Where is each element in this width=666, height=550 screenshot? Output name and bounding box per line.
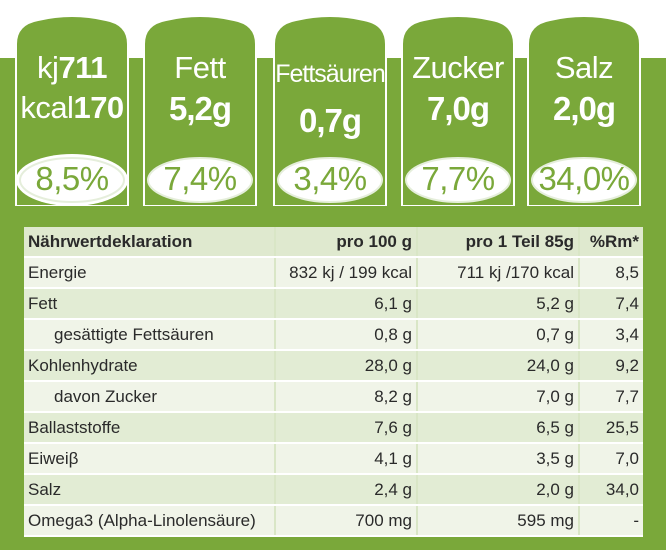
value-rm: 7,7 — [579, 381, 643, 413]
value-per-portion: 2,0 g — [417, 474, 580, 506]
saturates-label: Fettsäuren — [275, 60, 386, 88]
value-per-100g: 8,2 g — [275, 381, 418, 413]
value-rm: 7,4 — [579, 288, 643, 320]
header-per-portion: pro 1 Teil 85g — [417, 227, 580, 258]
salt-value: 2,0g — [552, 90, 616, 127]
value-per-100g: 7,6 g — [275, 412, 418, 444]
saturates-value: 0,7g — [298, 102, 362, 139]
fat-label: Fett — [174, 50, 226, 85]
energy-percent: 8,5% — [35, 160, 109, 197]
value-rm: 8,5 — [579, 257, 643, 289]
sugar-value: 7,0g — [426, 90, 490, 127]
nutrient-label: Kohlenhydrate — [24, 350, 276, 382]
value-per-portion: 711 kj /170 kcal — [417, 257, 580, 289]
energy-kj: kj711 — [37, 50, 107, 85]
value-per-portion: 0,7 g — [417, 319, 580, 351]
value-per-100g: 700 mg — [275, 505, 418, 537]
value-rm: 3,4 — [579, 319, 643, 351]
table-row: Ballaststoffe 7,6 g 6,5 g 25,5 — [24, 412, 643, 444]
nutrition-table-panel: Nährwertdeklaration pro 100 g pro 1 Teil… — [24, 227, 643, 537]
gda-badge-fat: Fett 5,2g 7,4% — [136, 10, 264, 206]
value-per-portion: 3,5 g — [417, 443, 580, 475]
badge-shape — [273, 15, 387, 206]
header-declaration: Nährwertdeklaration — [24, 227, 276, 258]
badge-shape — [15, 15, 129, 206]
gda-badge-energy: kj711 kcal170 8,5% — [8, 10, 136, 206]
table-row: Salz 2,4 g 2,0 g 34,0 — [24, 474, 643, 506]
fat-percent: 7,4% — [163, 160, 237, 197]
table-row: davon Zucker 8,2 g 7,0 g 7,7 — [24, 381, 643, 413]
nutrient-label: davon Zucker — [24, 381, 276, 413]
nutrient-label: Ballaststoffe — [24, 412, 276, 444]
fat-value: 5,2g — [168, 90, 232, 127]
sugar-percent: 7,7% — [421, 160, 495, 197]
value-rm: 9,2 — [579, 350, 643, 382]
table-header-row: Nährwertdeklaration pro 100 g pro 1 Teil… — [24, 227, 643, 258]
header-per-100g: pro 100 g — [275, 227, 418, 258]
badge-shape — [527, 15, 641, 206]
table-row: Omega3 (Alpha-Linolensäure) 700 mg 595 mg - — [24, 505, 643, 537]
value-per-portion: 24,0 g — [417, 350, 580, 382]
nutrient-label: gesättigte Fettsäuren — [24, 319, 276, 351]
value-per-portion: 5,2 g — [417, 288, 580, 320]
nutrient-label: Salz — [24, 474, 276, 506]
energy-kcal: kcal170 — [20, 90, 124, 125]
table-row: Energie 832 kj / 199 kcal 711 kj /170 kcal… — [24, 257, 643, 289]
nutrient-label: Fett — [24, 288, 276, 320]
badge-shape — [401, 15, 515, 206]
value-per-portion: 7,0 g — [417, 381, 580, 413]
nutrient-label: Omega3 (Alpha-Linolensäure) — [24, 505, 276, 537]
table-row: Eiweiβ 4,1 g 3,5 g 7,0 — [24, 443, 643, 475]
value-per-100g: 2,4 g — [275, 474, 418, 506]
salt-percent: 34,0% — [538, 160, 630, 197]
value-per-portion: 595 mg — [417, 505, 580, 537]
value-per-100g: 4,1 g — [275, 443, 418, 475]
gda-badge-saturates: Fettsäuren 0,7g 3,4% — [266, 10, 394, 206]
value-per-portion: 6,5 g — [417, 412, 580, 444]
table-row: Fett 6,1 g 5,2 g 7,4 — [24, 288, 643, 320]
header-rm: %Rm* — [579, 227, 643, 258]
nutrient-label: Eiweiβ — [24, 443, 276, 475]
salt-label: Salz — [554, 50, 614, 85]
table-row: Kohlenhydrate 28,0 g 24,0 g 9,2 — [24, 350, 643, 382]
saturates-percent: 3,4% — [293, 160, 367, 197]
value-per-100g: 832 kj / 199 kcal — [275, 257, 418, 289]
gda-badges: kj711 kcal170 8,5% Fett 5,2g 7,4% Fettsä… — [0, 0, 666, 210]
value-rm: - — [579, 505, 643, 537]
nutrition-table: Nährwertdeklaration pro 100 g pro 1 Teil… — [24, 227, 643, 537]
nutrient-label: Energie — [24, 257, 276, 289]
gda-badge-salt: Salz 2,0g 34,0% — [520, 10, 648, 206]
badge-shape — [143, 15, 257, 206]
value-rm: 25,5 — [579, 412, 643, 444]
gda-badge-sugar: Zucker 7,0g 7,7% — [394, 10, 522, 206]
value-rm: 34,0 — [579, 474, 643, 506]
value-rm: 7,0 — [579, 443, 643, 475]
table-row: gesättigte Fettsäuren 0,8 g 0,7 g 3,4 — [24, 319, 643, 351]
value-per-100g: 28,0 g — [275, 350, 418, 382]
value-per-100g: 0,8 g — [275, 319, 418, 351]
sugar-label: Zucker — [412, 50, 504, 85]
table-body: Energie 832 kj / 199 kcal 711 kj /170 kcal… — [24, 257, 643, 537]
value-per-100g: 6,1 g — [275, 288, 418, 320]
